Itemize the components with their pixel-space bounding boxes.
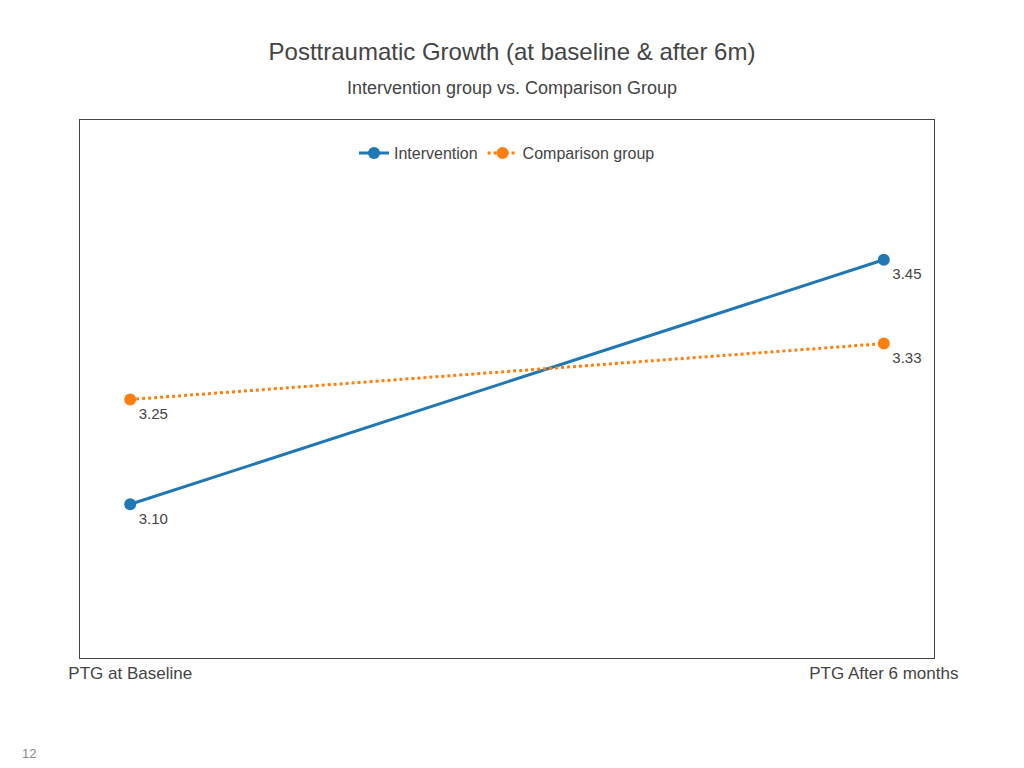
svg-text:3.25: 3.25	[139, 405, 168, 422]
svg-text:Intervention group vs. Compari: Intervention group vs. Comparison Group	[347, 78, 677, 98]
svg-text:Comparison group: Comparison group	[523, 145, 655, 162]
svg-text:PTG at Baseline: PTG at Baseline	[68, 664, 192, 683]
svg-text:Posttraumatic Growth (at basel: Posttraumatic Growth (at baseline & afte…	[269, 38, 756, 65]
svg-text:12: 12	[22, 746, 36, 761]
svg-text:3.45: 3.45	[892, 265, 921, 282]
svg-text:3.33: 3.33	[892, 349, 921, 366]
svg-text:3.10: 3.10	[139, 510, 168, 527]
svg-text:PTG After 6 months: PTG After 6 months	[809, 664, 958, 683]
svg-text:Intervention: Intervention	[394, 145, 478, 162]
